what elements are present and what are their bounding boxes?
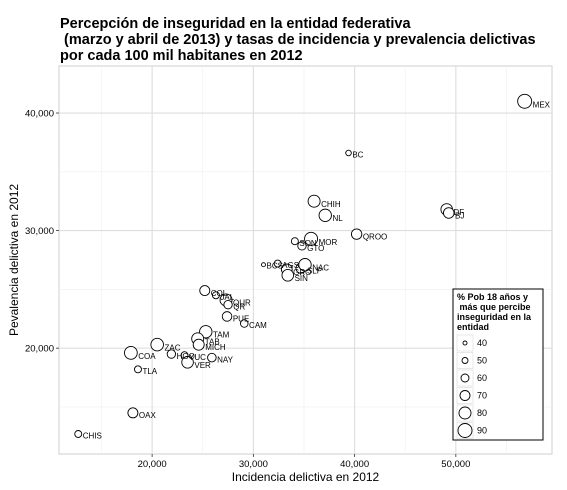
point-label-pue: PUE [233, 315, 249, 324]
point-nl [318, 208, 332, 222]
legend-key-circle [462, 340, 468, 346]
point-label-sin: SIN [295, 274, 309, 283]
x-tick-label: 30,000 [239, 459, 268, 470]
point-pue [221, 311, 233, 322]
legend-key-circle [460, 373, 470, 383]
point-col [199, 285, 211, 297]
point-coa [124, 346, 138, 360]
point-ver [181, 356, 194, 369]
point-label-bj: BJ [455, 211, 464, 220]
point-bcs [261, 262, 266, 268]
point-jal [211, 291, 220, 300]
legend-key-circle [457, 423, 473, 438]
point-label-qr: QR [233, 303, 245, 312]
point-qr [223, 300, 233, 310]
point-label-mor: MOR [319, 238, 338, 247]
legend-key-label: 60 [477, 373, 487, 383]
point-label-col: COL [211, 289, 228, 298]
legend-key-label: 50 [477, 356, 487, 366]
point-mich [192, 338, 205, 351]
point-label-gro: GRO [293, 268, 311, 277]
legend-key-label: 90 [477, 426, 487, 436]
point-label-ver: VER [194, 361, 211, 370]
point-label-mich: MICH [205, 343, 226, 352]
point-oax [127, 407, 139, 419]
x-axis-label: Incidencia delictiva en 2012 [232, 470, 380, 484]
chart-title: Percepción de inseguridad en la entidad … [60, 16, 536, 64]
title-line-2: (marzo y abril de 2013) y tasas de incid… [60, 32, 536, 48]
point-label-jal: JAL [220, 293, 234, 302]
legend-key-label: 80 [477, 408, 487, 418]
point-label-chis: CHIS [83, 432, 102, 441]
y-tick-label: 40,000 [25, 109, 54, 120]
x-tick-label: 20,000 [138, 459, 167, 470]
point-label-mex: MEX [533, 100, 551, 109]
point-nay [207, 352, 217, 363]
point-label-slp: SLP [307, 266, 322, 275]
title-line-1: Percepción de inseguridad en la entidad … [60, 16, 411, 32]
x-tick-label: 40,000 [340, 459, 369, 470]
point-tla [134, 365, 142, 374]
point-label-hgo: HGO [177, 352, 195, 361]
point-nac [298, 258, 312, 272]
point-mor [304, 231, 319, 246]
legend-title-4: entidad [457, 322, 489, 332]
point-chih [307, 194, 321, 208]
point-label-tab: TAB [205, 337, 220, 346]
point-son [290, 237, 299, 246]
point-label-gto: GTO [307, 244, 324, 253]
point-label-yuc: YUC [189, 353, 206, 362]
point-label-tla: TLA [142, 367, 157, 376]
point-label-coa: COA [138, 352, 156, 361]
point-label-df: DF [454, 208, 465, 217]
point-label-nay: NAY [217, 356, 234, 365]
legend-key-circle [458, 406, 472, 420]
point-sin [281, 269, 295, 282]
point-bj [442, 207, 455, 219]
y-axis-label: Pevalencia delictiva en 2012 [7, 184, 21, 336]
point-chis [74, 430, 83, 438]
point-label-oax: OAX [139, 411, 157, 420]
data-points [74, 93, 533, 438]
point-zac [150, 337, 164, 352]
x-tick-label: 50,000 [441, 459, 470, 470]
point-label-chih: CHIH [321, 200, 341, 209]
size-legend: % Pob 18 años y más que percibe inseguri… [452, 288, 544, 441]
point-label-tam: TAM [213, 331, 230, 340]
point-bc [345, 149, 352, 157]
point-qroo [350, 228, 363, 240]
y-tick-label: 20,000 [25, 344, 54, 355]
point-mex [517, 93, 533, 109]
point-label-bcs: BCS [266, 262, 282, 271]
point-label-bc: BC [352, 150, 363, 159]
point-label-nac: NAC [312, 263, 329, 272]
legend-title-2: más que percibe [457, 302, 531, 312]
y-axis-ticks: 20,000 30,000 40,000 [25, 109, 59, 355]
point-label-son: SON [299, 239, 317, 248]
title-line-3: por cada 100 mil habitanes en 2012 [60, 48, 303, 64]
legend-title-3: inseguridad en la [457, 312, 532, 322]
point-label-ags: AGS [282, 261, 299, 270]
y-tick-label: 30,000 [25, 226, 54, 237]
point-label-zac: ZAC [164, 343, 180, 352]
legend-key-label: 70 [477, 391, 487, 401]
legend-key-label: 40 [477, 338, 487, 348]
point-label-nl: NL [332, 214, 343, 223]
legend-keys: 40 50 60 70 80 90 [456, 334, 487, 439]
point-ags [273, 259, 282, 268]
point-label-qroo: QROO [363, 232, 387, 241]
point-label-qur: QUR [233, 299, 251, 308]
point-gto [297, 241, 307, 251]
point-cam [240, 319, 249, 328]
legend-key-circle [461, 357, 469, 364]
x-axis-ticks: 20,000 30,000 40,000 50,000 [138, 454, 470, 470]
major-grid [59, 66, 552, 454]
legend-title-1: % Pob 18 años y [457, 292, 528, 302]
point-hgo [166, 349, 177, 359]
point-label-cam: CAM [249, 321, 267, 330]
legend-key-circle [459, 390, 471, 401]
